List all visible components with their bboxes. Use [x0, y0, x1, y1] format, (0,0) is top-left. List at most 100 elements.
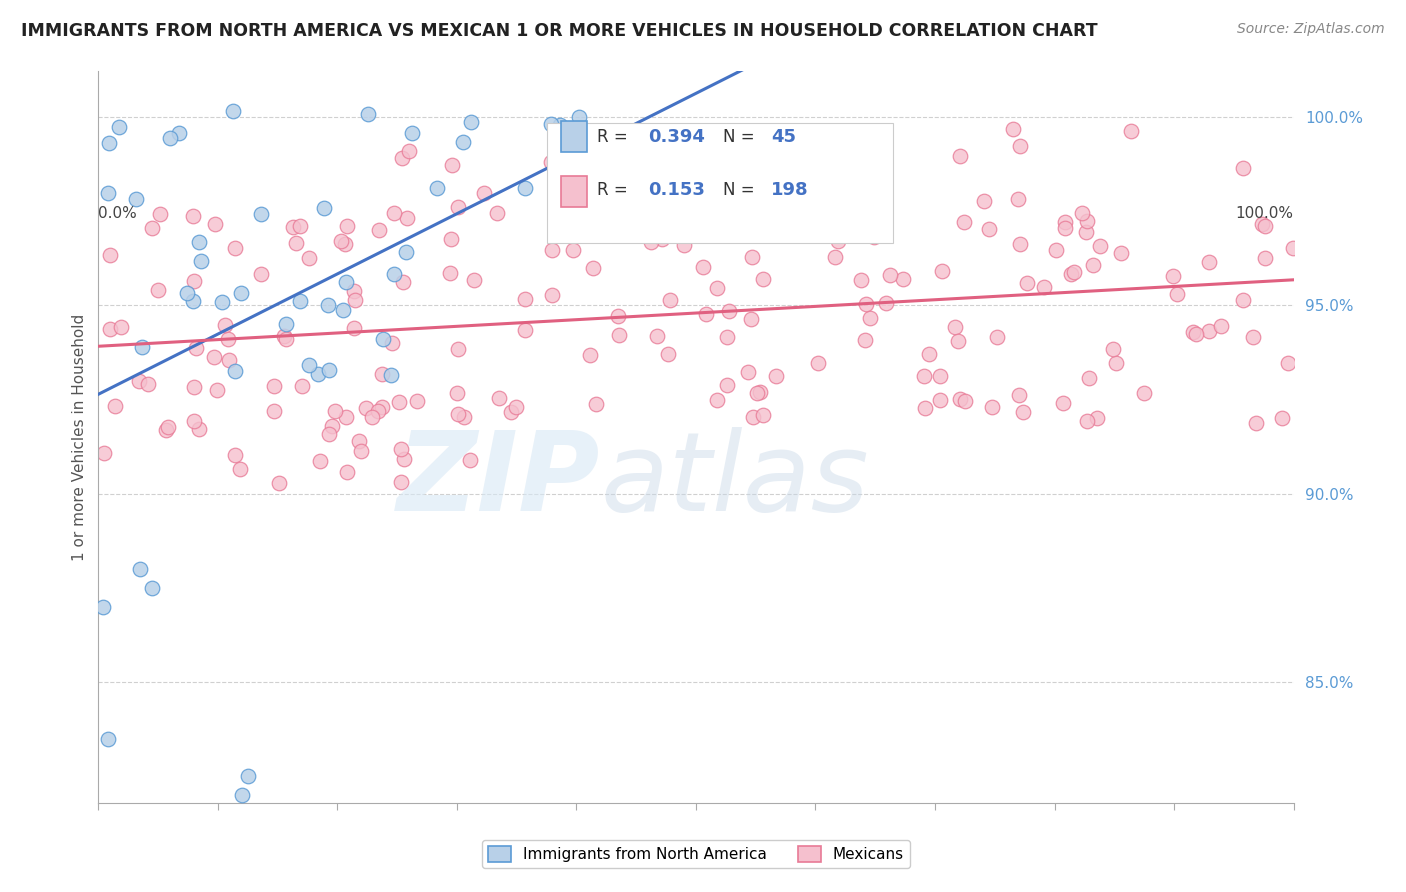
Point [986, 330, 1008, 344]
Point [405, 394, 427, 409]
Point [568, 110, 591, 124]
Text: R =: R = [596, 181, 627, 199]
Text: IMMIGRANTS FROM NORTH AMERICA VS MEXICAN 1 OR MORE VEHICLES IN HOUSEHOLD CORRELA: IMMIGRANTS FROM NORTH AMERICA VS MEXICAN… [21, 22, 1098, 40]
Point [183, 380, 205, 394]
Point [581, 260, 603, 275]
Point [263, 379, 285, 393]
Point [236, 769, 259, 783]
Point [1254, 219, 1277, 233]
Point [97, 731, 120, 746]
Point [515, 181, 537, 195]
Point [716, 378, 738, 392]
Text: 45: 45 [772, 128, 796, 146]
Point [146, 283, 169, 297]
Point [745, 386, 768, 401]
Point [463, 273, 485, 287]
Point [98, 248, 121, 262]
Point [1085, 410, 1108, 425]
Point [380, 368, 402, 383]
Point [513, 292, 536, 306]
Point [336, 219, 359, 234]
Point [859, 311, 882, 326]
Point [330, 235, 353, 249]
Point [1185, 326, 1208, 341]
Point [288, 219, 311, 234]
Point [176, 285, 198, 300]
Point [371, 400, 394, 414]
Point [312, 202, 335, 216]
Point [354, 401, 377, 415]
FancyBboxPatch shape [561, 176, 588, 207]
Point [426, 181, 449, 195]
Point [1054, 220, 1077, 235]
Point [155, 423, 177, 437]
Point [1060, 267, 1083, 281]
Point [453, 409, 475, 424]
Point [1254, 251, 1277, 265]
Point [343, 284, 366, 298]
Point [183, 294, 205, 309]
Point [217, 332, 239, 346]
Point [188, 422, 211, 436]
Point [391, 151, 413, 165]
Point [953, 393, 976, 408]
Point [1244, 416, 1267, 430]
Point [224, 241, 246, 255]
Point [276, 332, 298, 346]
Point [741, 409, 763, 424]
Point [263, 404, 285, 418]
Point [211, 295, 233, 310]
Point [136, 376, 159, 391]
Point [368, 223, 391, 237]
Point [1032, 280, 1054, 294]
FancyBboxPatch shape [561, 121, 588, 152]
Point [325, 404, 347, 418]
Point [488, 391, 510, 405]
Text: 0.394: 0.394 [648, 128, 704, 146]
Point [224, 448, 246, 462]
Point [1088, 239, 1111, 253]
Point [853, 333, 876, 347]
Point [398, 144, 420, 158]
Point [567, 214, 589, 228]
Point [827, 234, 849, 248]
Text: 0.153: 0.153 [648, 181, 704, 199]
Point [1101, 343, 1123, 357]
Point [267, 476, 290, 491]
Point [350, 444, 373, 458]
Point [249, 267, 271, 281]
Point [1209, 318, 1232, 333]
Text: 100.0%: 100.0% [1236, 206, 1294, 221]
Point [204, 217, 226, 231]
Point [751, 271, 773, 285]
Point [141, 581, 163, 595]
Point [879, 268, 901, 283]
Point [1133, 385, 1156, 400]
Point [1198, 255, 1220, 269]
Point [298, 252, 321, 266]
Point [474, 186, 496, 200]
Point [952, 215, 974, 229]
Point [318, 363, 340, 377]
Point [818, 214, 841, 228]
Point [1281, 241, 1303, 255]
Point [1077, 371, 1099, 385]
Point [207, 384, 229, 398]
Point [658, 293, 681, 308]
Point [973, 194, 995, 208]
Text: N =: N = [724, 128, 755, 146]
Point [446, 407, 468, 421]
Point [499, 405, 522, 419]
Point [914, 401, 936, 415]
Point [357, 107, 380, 121]
Point [231, 789, 253, 803]
Point [218, 353, 240, 368]
Point [202, 350, 225, 364]
Point [458, 453, 481, 467]
Point [224, 364, 246, 378]
Point [849, 273, 872, 287]
Point [440, 158, 463, 172]
Point [343, 293, 366, 308]
Point [540, 288, 562, 302]
Point [131, 340, 153, 354]
